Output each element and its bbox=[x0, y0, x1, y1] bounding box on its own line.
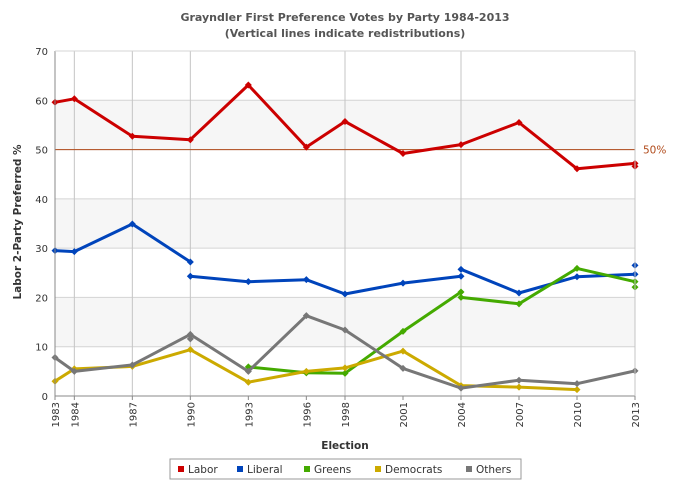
y-axis-title: Labor 2-Party Preferred % bbox=[12, 144, 24, 300]
series-labor bbox=[51, 81, 639, 173]
point-greens-2004 bbox=[457, 293, 465, 301]
point-others-1996 bbox=[302, 312, 310, 320]
point-labor-1987 bbox=[128, 132, 136, 140]
series-line-greens-1 bbox=[459, 266, 637, 306]
legend-swatch-labor bbox=[178, 466, 184, 472]
legend-label-labor: Labor bbox=[188, 464, 218, 476]
legend-item-greens: Greens bbox=[304, 464, 351, 476]
legend-label-democrats: Democrats bbox=[385, 464, 442, 476]
point-labor-2004 bbox=[457, 141, 465, 149]
point-others-1990-extra bbox=[186, 335, 194, 343]
legend-swatch-democrats bbox=[375, 466, 381, 472]
legend-item-liberal: Liberal bbox=[237, 464, 283, 476]
x-axis-title: Election bbox=[321, 440, 368, 452]
point-labor-1990 bbox=[186, 136, 194, 144]
point-democrats-1993 bbox=[244, 378, 252, 386]
point-labor-1993 bbox=[244, 81, 252, 89]
point-others-2007 bbox=[515, 376, 523, 384]
legend-swatch-others bbox=[466, 466, 472, 472]
chart-subtitle: (Vertical lines indicate redistributions… bbox=[225, 27, 466, 40]
y-tick-label-20: 20 bbox=[35, 293, 48, 304]
x-tick-label-2004: 2004 bbox=[457, 402, 468, 427]
x-tick-label-1998: 1998 bbox=[341, 402, 352, 427]
point-democrats-1998 bbox=[341, 364, 349, 372]
point-democrats-1990 bbox=[186, 346, 194, 354]
x-tick-labels: 1983 1984 1987 1990 1993 1996 1998 2001 2004 2007… bbox=[51, 396, 642, 427]
legend-item-others: Others bbox=[466, 464, 511, 476]
point-liberal-1990 bbox=[186, 272, 194, 280]
point-greens-2001 bbox=[399, 327, 407, 335]
x-tick-label-2001: 2001 bbox=[399, 402, 410, 427]
point-democrats-2007 bbox=[515, 383, 523, 391]
point-liberal-2004 bbox=[457, 265, 465, 273]
legend-label-liberal: Liberal bbox=[247, 464, 283, 476]
chart-title: Grayndler First Preference Votes by Part… bbox=[180, 11, 509, 24]
y-tick-label-0: 0 bbox=[42, 392, 48, 403]
point-liberal-1996 bbox=[302, 276, 310, 284]
point-labor-2010 bbox=[573, 165, 581, 173]
series-line-liberal-0 bbox=[53, 222, 192, 264]
point-liberal-1987 bbox=[128, 220, 136, 228]
series-line-liberal-1 bbox=[188, 274, 463, 296]
point-labor-1996 bbox=[302, 143, 310, 151]
y-tick-label-10: 10 bbox=[35, 343, 48, 354]
point-liberal-1984 bbox=[70, 248, 78, 256]
point-labor-1998 bbox=[341, 117, 349, 125]
point-others-2004 bbox=[457, 384, 465, 392]
point-greens-2004 bbox=[457, 288, 465, 296]
point-others-1990 bbox=[186, 330, 194, 338]
legend-box bbox=[169, 458, 522, 480]
point-others-2001 bbox=[399, 364, 407, 372]
point-liberal-1993 bbox=[244, 278, 252, 286]
point-others-1984 bbox=[70, 367, 78, 375]
point-democrats-2001 bbox=[399, 347, 407, 355]
point-others-1998 bbox=[341, 326, 349, 334]
point-labor-2001 bbox=[399, 150, 407, 158]
point-others-2010 bbox=[573, 380, 581, 388]
point-labor-2007 bbox=[515, 118, 523, 126]
x-tick-label-2010: 2010 bbox=[573, 402, 584, 427]
y-tick-label-70: 70 bbox=[35, 47, 48, 58]
series-line-others-0 bbox=[53, 314, 637, 390]
y-tick-label-40: 40 bbox=[35, 195, 48, 206]
point-liberal-1998 bbox=[341, 290, 349, 298]
x-tick-label-1990: 1990 bbox=[186, 402, 197, 427]
y-tick-label-50: 50 bbox=[35, 146, 48, 157]
y-tick-label-60: 60 bbox=[35, 96, 48, 107]
series-line-labor-0 bbox=[53, 83, 637, 171]
x-tick-label-1996: 1996 bbox=[302, 402, 313, 427]
x-tick-label-1993: 1993 bbox=[244, 402, 255, 427]
legend-item-democrats: Democrats bbox=[375, 464, 442, 476]
x-tick-label-1983: 1983 bbox=[51, 402, 62, 427]
legend-swatch-greens bbox=[304, 466, 310, 472]
point-liberal-1990 bbox=[186, 258, 194, 266]
point-greens-2007 bbox=[515, 300, 523, 308]
point-liberal-2004 bbox=[457, 272, 465, 280]
reference-line-label: 50% bbox=[643, 145, 666, 157]
point-liberal-2007 bbox=[515, 289, 523, 297]
point-labor-1984 bbox=[70, 95, 78, 103]
legend-label-greens: Greens bbox=[314, 464, 351, 476]
point-greens-1998 bbox=[341, 369, 349, 377]
x-tick-label-2013: 2013 bbox=[631, 402, 642, 427]
y-tick-label-30: 30 bbox=[35, 244, 48, 255]
point-others-1993 bbox=[244, 367, 252, 375]
point-others-1987 bbox=[128, 361, 136, 369]
legend-item-labor: Labor bbox=[178, 464, 218, 476]
x-tick-label-2007: 2007 bbox=[515, 402, 526, 427]
legend-swatch-liberal bbox=[237, 466, 243, 472]
point-democrats-2010 bbox=[573, 386, 581, 394]
point-democrats-1996 bbox=[302, 367, 310, 375]
legend-label-others: Others bbox=[476, 464, 511, 476]
point-liberal-2010 bbox=[573, 273, 581, 281]
x-tick-label-1987: 1987 bbox=[128, 402, 139, 427]
reference-line-group: 50% bbox=[55, 145, 666, 157]
legend: Labor Liberal Greens Democrats Others bbox=[169, 458, 522, 480]
y-tick-labels: 0 10 20 30 40 50 60 70 bbox=[35, 47, 48, 403]
x-tick-label-1984: 1984 bbox=[70, 402, 81, 427]
point-greens-2010 bbox=[573, 264, 581, 272]
point-liberal-2001 bbox=[399, 279, 407, 287]
